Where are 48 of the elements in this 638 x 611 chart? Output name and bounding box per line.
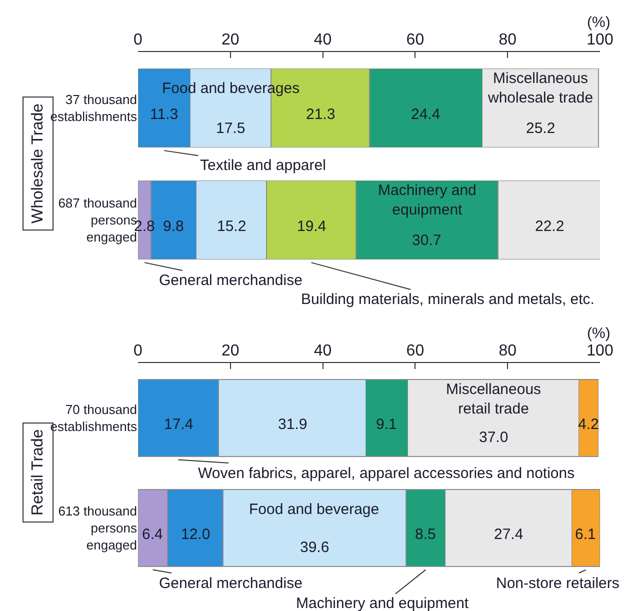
data-label: 21.3 xyxy=(306,106,336,123)
x-tick-label: 100 xyxy=(586,342,614,360)
x-tick-label: 0 xyxy=(134,342,143,360)
y-tick-label: 613 thousand persons engaged xyxy=(58,504,138,552)
x-tick-label: 0 xyxy=(134,32,143,49)
x-tick-label: 20 xyxy=(222,342,240,360)
series-label: Woven fabrics, apparel, apparel accessories and notions xyxy=(198,465,575,482)
data-label: 9.1 xyxy=(376,416,397,433)
data-label: 15.2 xyxy=(217,218,246,235)
data-label: 22.2 xyxy=(535,218,564,235)
data-label: 12.0 xyxy=(181,526,210,543)
text: Machinery and equipment xyxy=(296,595,470,611)
data-label: 37.0 xyxy=(479,429,508,446)
data-label: 11.3 xyxy=(150,106,178,123)
x-tick-label: 100 xyxy=(586,32,614,49)
data-label: 30.7 xyxy=(412,232,442,249)
data-label: 25.2 xyxy=(526,120,556,137)
data-label: 17.4 xyxy=(164,416,194,433)
y-axis-title: Wholesale Trade xyxy=(30,103,47,224)
data-label: 6.4 xyxy=(142,526,163,543)
data-label: 17.5 xyxy=(216,120,246,137)
series-label: Miscellaneous retail trade xyxy=(446,381,542,418)
x-tick-label: 40 xyxy=(314,32,332,49)
x-tick-label: 60 xyxy=(406,342,424,360)
x-tick-label: 80 xyxy=(498,32,517,49)
y-axis-title: Retail Trade xyxy=(30,429,47,516)
series-label: Machinery and equipment xyxy=(378,182,476,218)
data-label: 19.4 xyxy=(297,218,326,235)
data-label: 39.6 xyxy=(300,539,330,556)
x-tick-label: 20 xyxy=(222,32,240,49)
data-label: 9.8 xyxy=(163,218,184,235)
series-label: Textile and apparel xyxy=(200,157,326,174)
x-tick-label: 60 xyxy=(406,32,424,49)
series-label: Miscellaneous wholesale trade xyxy=(487,70,594,106)
text: Building materials, minerals and metals, etc. xyxy=(301,291,594,308)
x-tick-label: 80 xyxy=(498,342,517,360)
data-label: 8.5 xyxy=(415,526,436,543)
series-label: Non-store retailers xyxy=(496,575,620,592)
series-label: General merchandise xyxy=(159,272,302,289)
data-label: 27.4 xyxy=(494,526,524,543)
x-tick-label: 40 xyxy=(314,342,332,360)
x-axis-title: (%) xyxy=(587,325,610,342)
data-label: 24.4 xyxy=(411,106,440,123)
data-label: 6.1 xyxy=(575,526,596,543)
series-label: General merchandise xyxy=(159,575,302,592)
x-axis-title: (%) xyxy=(587,14,610,31)
series-label: Food and beverage xyxy=(249,501,380,518)
data-label: 31.9 xyxy=(278,416,308,433)
